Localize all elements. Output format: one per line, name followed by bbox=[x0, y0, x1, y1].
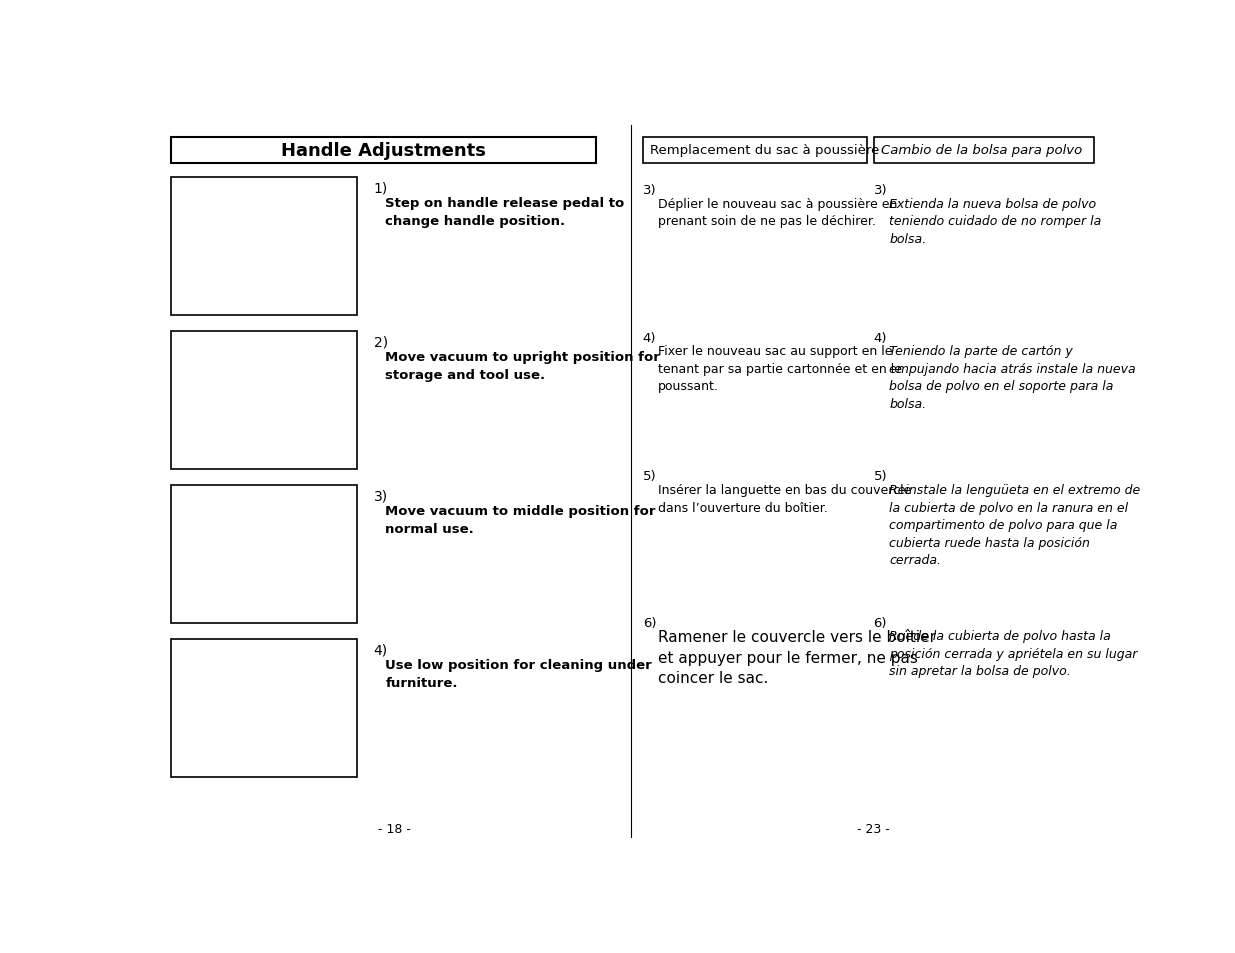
Text: - 23 -: - 23 - bbox=[857, 821, 890, 835]
Text: 3): 3) bbox=[374, 489, 388, 503]
Text: Use low position for cleaning under
furniture.: Use low position for cleaning under furn… bbox=[385, 659, 652, 689]
Text: Move vacuum to middle position for
normal use.: Move vacuum to middle position for norma… bbox=[385, 504, 656, 536]
Text: Teniendo la parte de cartón y
empujando hacia atrás instale la nueva
bolsa de po: Teniendo la parte de cartón y empujando … bbox=[889, 345, 1136, 411]
Text: Move vacuum to upright position for
storage and tool use.: Move vacuum to upright position for stor… bbox=[385, 351, 661, 381]
Text: 3): 3) bbox=[642, 184, 656, 196]
Text: Déplier le nouveau sac à poussière en
prenant soin de ne pas le déchirer.: Déplier le nouveau sac à poussière en pr… bbox=[658, 197, 898, 228]
Text: Remplacement du sac à poussière: Remplacement du sac à poussière bbox=[651, 144, 879, 157]
Bar bbox=[172, 485, 357, 623]
Text: 4): 4) bbox=[873, 332, 887, 344]
Text: Handle Adjustments: Handle Adjustments bbox=[282, 142, 487, 159]
Text: Extienda la nueva bolsa de polvo
teniendo cuidado de no romper la
bolsa.: Extienda la nueva bolsa de polvo teniend… bbox=[889, 197, 1102, 245]
Text: 5): 5) bbox=[642, 470, 656, 483]
Text: Step on handle release pedal to
change handle position.: Step on handle release pedal to change h… bbox=[385, 196, 625, 228]
Text: Reinstale la lenguüeta en el extremo de
la cubierta de polvo en la ranura en el
: Reinstale la lenguüeta en el extremo de … bbox=[889, 483, 1140, 566]
Bar bbox=[172, 639, 357, 778]
Text: - 18 -: - 18 - bbox=[378, 821, 411, 835]
Text: Cambio de la bolsa para polvo: Cambio de la bolsa para polvo bbox=[882, 144, 1083, 157]
Text: 4): 4) bbox=[374, 642, 388, 657]
Bar bbox=[172, 177, 357, 315]
Text: Ramener le couvercle vers le boîtier
et appuyer pour le fermer, ne pas
coincer l: Ramener le couvercle vers le boîtier et … bbox=[658, 630, 936, 685]
Bar bbox=[873, 137, 1094, 164]
Text: 2): 2) bbox=[374, 335, 388, 349]
Text: Fixer le nouveau sac au support en le
tenant par sa partie cartonnée et en le
po: Fixer le nouveau sac au support en le te… bbox=[658, 345, 902, 393]
Text: 6): 6) bbox=[873, 616, 887, 629]
Text: 3): 3) bbox=[873, 184, 887, 196]
Bar bbox=[642, 137, 867, 164]
Text: Insérer la languette en bas du couvercle
dans l’ouverture du boîtier.: Insérer la languette en bas du couvercle… bbox=[658, 483, 911, 514]
Text: Ruede la cubierta de polvo hasta la
posición cerrada y apriétela en su lugar
sin: Ruede la cubierta de polvo hasta la posi… bbox=[889, 630, 1137, 678]
Text: 1): 1) bbox=[374, 181, 388, 195]
Bar bbox=[172, 137, 597, 164]
Text: 5): 5) bbox=[873, 470, 887, 483]
Text: 6): 6) bbox=[642, 616, 656, 629]
Text: 4): 4) bbox=[642, 332, 656, 344]
Bar bbox=[172, 332, 357, 470]
